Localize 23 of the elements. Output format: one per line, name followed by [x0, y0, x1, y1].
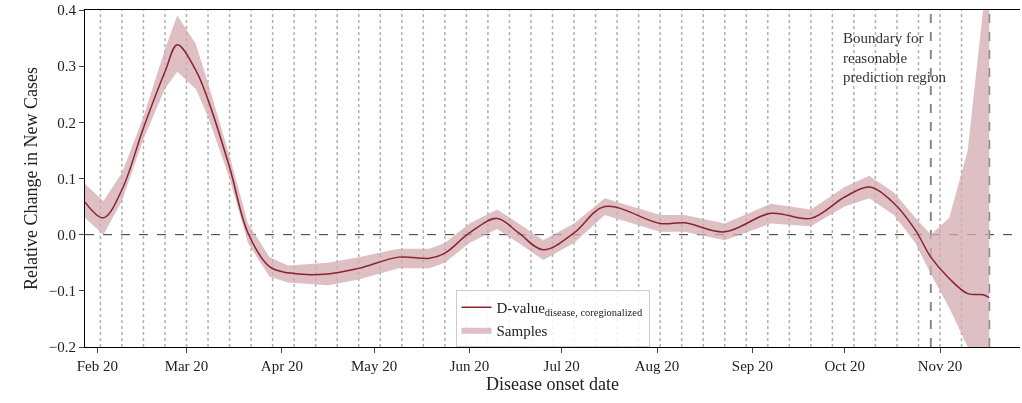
ref-line-label: Boundary for reasonable prediction region: [843, 30, 947, 85]
x-tick-label: Jun 20: [449, 358, 490, 374]
x-tick-label: Feb 20: [76, 358, 118, 374]
y-tick-label: 0.0: [57, 226, 76, 243]
x-tick-label: Sep 20: [731, 358, 774, 374]
x-tick-label: Oct 20: [824, 358, 865, 374]
line-series: [85, 44, 990, 299]
y-tick-label: 0.2: [57, 114, 76, 131]
x-tick-label: Apr 20: [260, 358, 303, 374]
x-tick-label: May 20: [350, 358, 398, 374]
legend-label: Samples: [496, 322, 548, 339]
x-tick-label: Aug 20: [634, 358, 680, 374]
x-axis-title: Disease onset date: [486, 374, 619, 394]
x-tick-label: Mar 20: [164, 358, 209, 374]
y-axis-title: Relative Change in New Cases: [20, 67, 41, 290]
y-tick-label: 0.4: [57, 2, 77, 19]
legend-label: D-value$_{disease, coregionalized}$: [496, 300, 643, 319]
x-tick-label: Nov 20: [917, 358, 963, 374]
y-tick-label: −0.2: [48, 339, 76, 356]
y-tick-label: 0.1: [57, 170, 76, 187]
x-tick-label: Jul 20: [543, 358, 580, 374]
y-tick-label: −0.1: [48, 283, 76, 300]
y-tick-label: 0.3: [57, 58, 76, 75]
